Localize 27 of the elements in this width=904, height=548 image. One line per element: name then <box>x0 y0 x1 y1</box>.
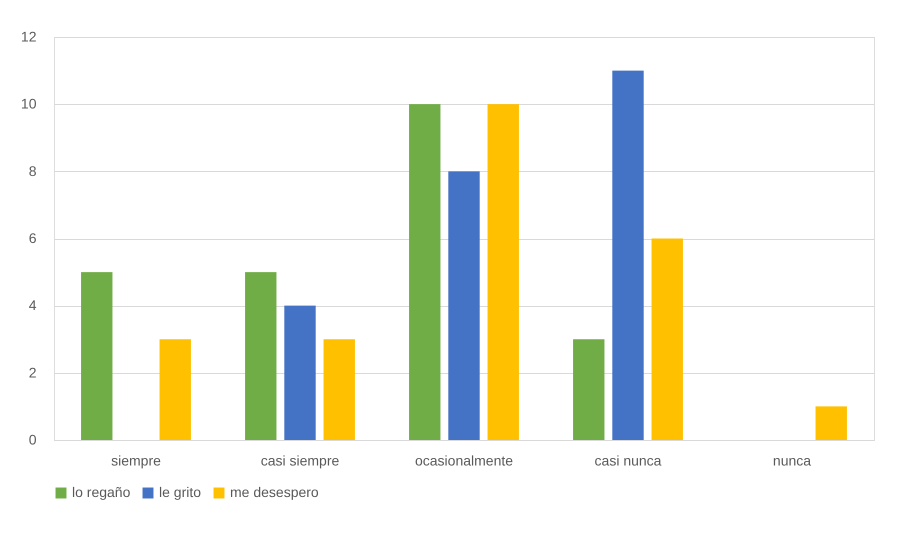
bar <box>816 406 847 440</box>
bar <box>652 238 683 440</box>
bar <box>245 272 276 440</box>
y-tick-label: 8 <box>28 162 37 179</box>
bar <box>160 339 191 440</box>
legend-label: me desespero <box>230 484 319 500</box>
x-tick-label: casi siempre <box>260 452 340 468</box>
x-tick-label: casi nunca <box>594 452 662 468</box>
bar <box>612 70 644 440</box>
x-tick-label: siempre <box>111 452 162 468</box>
bar <box>324 339 355 440</box>
bar <box>409 104 440 440</box>
bar <box>573 339 604 440</box>
x-tick-label: ocasionalmente <box>414 452 514 468</box>
y-tick-label: 10 <box>20 96 37 112</box>
legend-label: lo regaño <box>72 484 131 500</box>
y-tick-label: 0 <box>28 432 37 448</box>
y-tick-label: 4 <box>28 297 37 314</box>
x-tick-label: nunca <box>772 452 812 468</box>
bar <box>488 104 519 440</box>
y-tick-label: 6 <box>28 230 37 246</box>
bar <box>284 306 316 440</box>
bar <box>81 272 112 440</box>
y-tick-label: 12 <box>20 28 37 44</box>
bar <box>448 171 480 440</box>
y-tick-label: 2 <box>28 364 37 380</box>
legend-label: le grito <box>159 484 202 500</box>
